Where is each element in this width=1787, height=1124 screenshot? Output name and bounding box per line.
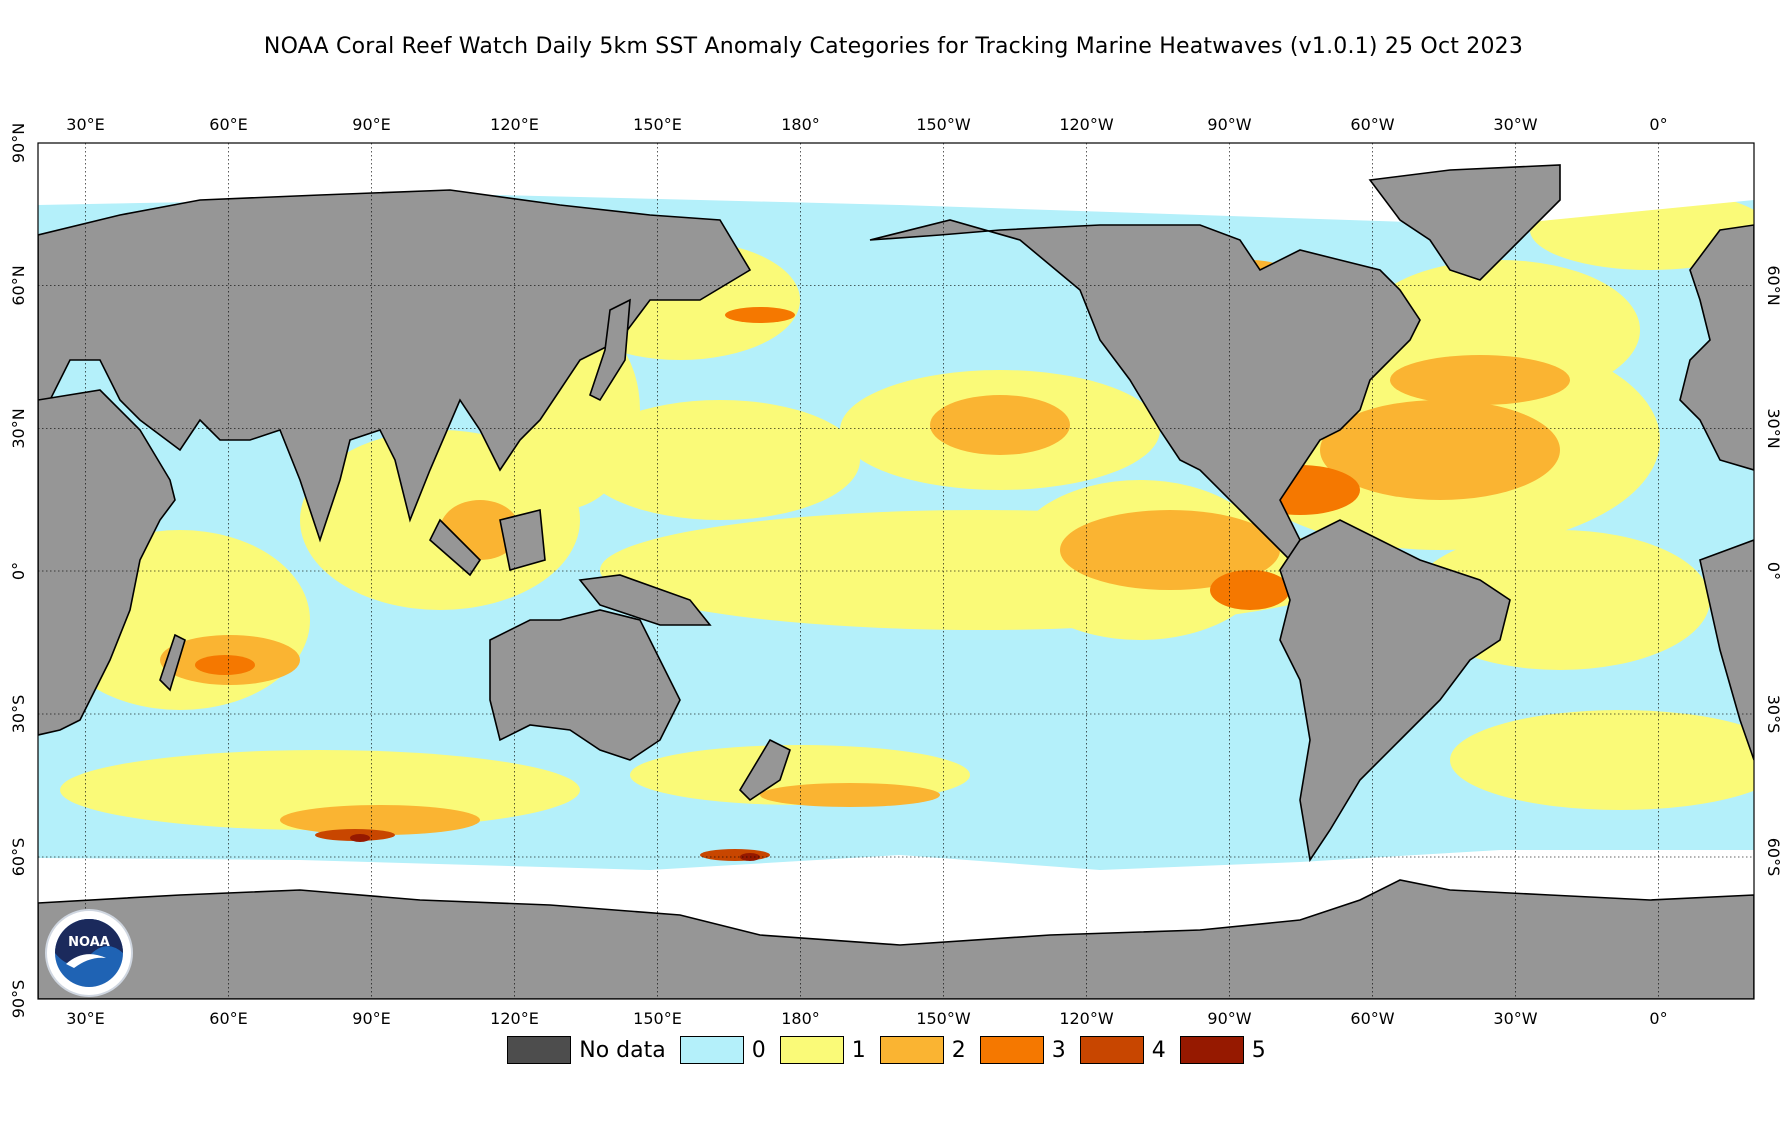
eurasia: [38, 189, 752, 543]
legend-swatch: [1079, 1036, 1144, 1064]
lon-label-bottom: 60°W: [1350, 1009, 1394, 1028]
lon-label-top: 150°E: [633, 115, 682, 134]
legend-label: 2: [951, 1037, 966, 1063]
legend-swatch: [979, 1036, 1044, 1064]
greenland: [1368, 164, 1561, 281]
map-title: NOAA Coral Reef Watch Daily 5km SST Anom…: [263, 34, 1524, 59]
lat-label-right: 60°N: [1764, 265, 1783, 305]
land-masses: [38, 164, 1754, 999]
lon-label-bottom: 30°W: [1493, 1009, 1537, 1028]
legend-swatch: [1179, 1036, 1244, 1064]
lon-label-bottom: 150°E: [633, 1009, 682, 1028]
noaa-logo: NOAA: [45, 909, 133, 997]
africa: [38, 389, 176, 736]
legend-item-no-data: No data: [507, 1036, 666, 1064]
legend-item-5: 5: [1179, 1036, 1266, 1064]
noaa-logo-text: NOAA: [68, 935, 110, 950]
africa-west-edge: [1699, 539, 1754, 761]
australia: [489, 609, 681, 761]
lon-label-bottom: 60°E: [209, 1009, 247, 1028]
legend-item-2: 2: [879, 1036, 966, 1064]
lat-label-left: 60°N: [9, 265, 28, 305]
legend-label: 1: [851, 1037, 866, 1063]
legend-swatch: [779, 1036, 844, 1064]
lon-label-bottom: 90°W: [1207, 1009, 1251, 1028]
lon-label-top: 60°W: [1350, 115, 1394, 134]
madagascar: [159, 633, 186, 692]
lon-label-top: 30°W: [1493, 115, 1537, 134]
lat-label-left: 0°: [9, 562, 28, 580]
graticule: [38, 143, 1754, 999]
antarctica: [38, 879, 1754, 999]
legend-label: 5: [1251, 1037, 1266, 1063]
lon-label-top: 0°: [1649, 115, 1667, 134]
legend-label: 0: [751, 1037, 766, 1063]
lat-label-right: 60°S: [1764, 838, 1783, 877]
lon-label-top: 60°E: [209, 115, 247, 134]
lat-label-left: 90°S: [9, 980, 28, 1019]
category-legend: No data 0 1 2 3 4 5: [0, 1036, 1787, 1064]
legend-item-0: 0: [679, 1036, 766, 1064]
lon-label-top: 30°E: [66, 115, 104, 134]
lon-label-bottom: 120°W: [1059, 1009, 1114, 1028]
lon-label-bottom: 30°E: [66, 1009, 104, 1028]
lat-labels-right: 60°N 30°N 0° 30°S 60°S: [1764, 265, 1783, 876]
map-frame: [37, 142, 1755, 1000]
new-guinea: [578, 574, 712, 626]
lon-labels-bottom: 30°E 60°E 90°E 120°E 150°E 180° 150°W 12…: [66, 1009, 1667, 1028]
lon-label-top: 120°W: [1059, 115, 1114, 134]
lon-label-top: 180°: [781, 115, 820, 134]
lon-label-bottom: 0°: [1649, 1009, 1667, 1028]
legend-item-1: 1: [779, 1036, 866, 1064]
lon-label-top: 90°E: [352, 115, 390, 134]
lon-label-bottom: 150°W: [916, 1009, 971, 1028]
lat-label-right: 30°N: [1764, 408, 1783, 448]
lat-label-left: 30°S: [9, 695, 28, 734]
legend-item-4: 4: [1079, 1036, 1166, 1064]
lat-label-left: 90°N: [9, 123, 28, 163]
borneo: [499, 508, 546, 572]
anomaly-category-5-regions: [350, 834, 760, 861]
lon-label-top: 120°E: [490, 115, 539, 134]
north-america: [869, 219, 1421, 562]
lon-label-bottom: 120°E: [490, 1009, 539, 1028]
japan: [589, 298, 631, 402]
legend-swatch: [679, 1036, 744, 1064]
lon-label-top: 150°W: [916, 115, 971, 134]
sumatra: [429, 518, 482, 577]
legend-label: No data: [579, 1037, 666, 1063]
lat-label-right: 30°S: [1764, 695, 1783, 734]
legend-item-3: 3: [979, 1036, 1066, 1064]
lon-label-bottom: 180°: [781, 1009, 820, 1028]
europe-africa-east: [1679, 224, 1754, 471]
lat-label-left: 30°N: [9, 408, 28, 448]
legend-swatch: [507, 1036, 572, 1064]
lat-label-right: 0°: [1764, 562, 1783, 580]
south-america: [1279, 519, 1511, 863]
legend-swatch: [879, 1036, 944, 1064]
lon-labels-top: 30°E 60°E 90°E 120°E 150°E 180° 150°W 12…: [66, 115, 1667, 134]
legend-label: 3: [1051, 1037, 1066, 1063]
lon-label-bottom: 90°E: [352, 1009, 390, 1028]
lon-label-top: 90°W: [1207, 115, 1251, 134]
lat-label-left: 60°S: [9, 838, 28, 877]
legend-label: 4: [1151, 1037, 1166, 1063]
new-zealand: [738, 738, 791, 802]
lat-labels-left: 90°N 60°N 30°N 0° 30°S 60°S 90°S: [9, 123, 28, 1018]
